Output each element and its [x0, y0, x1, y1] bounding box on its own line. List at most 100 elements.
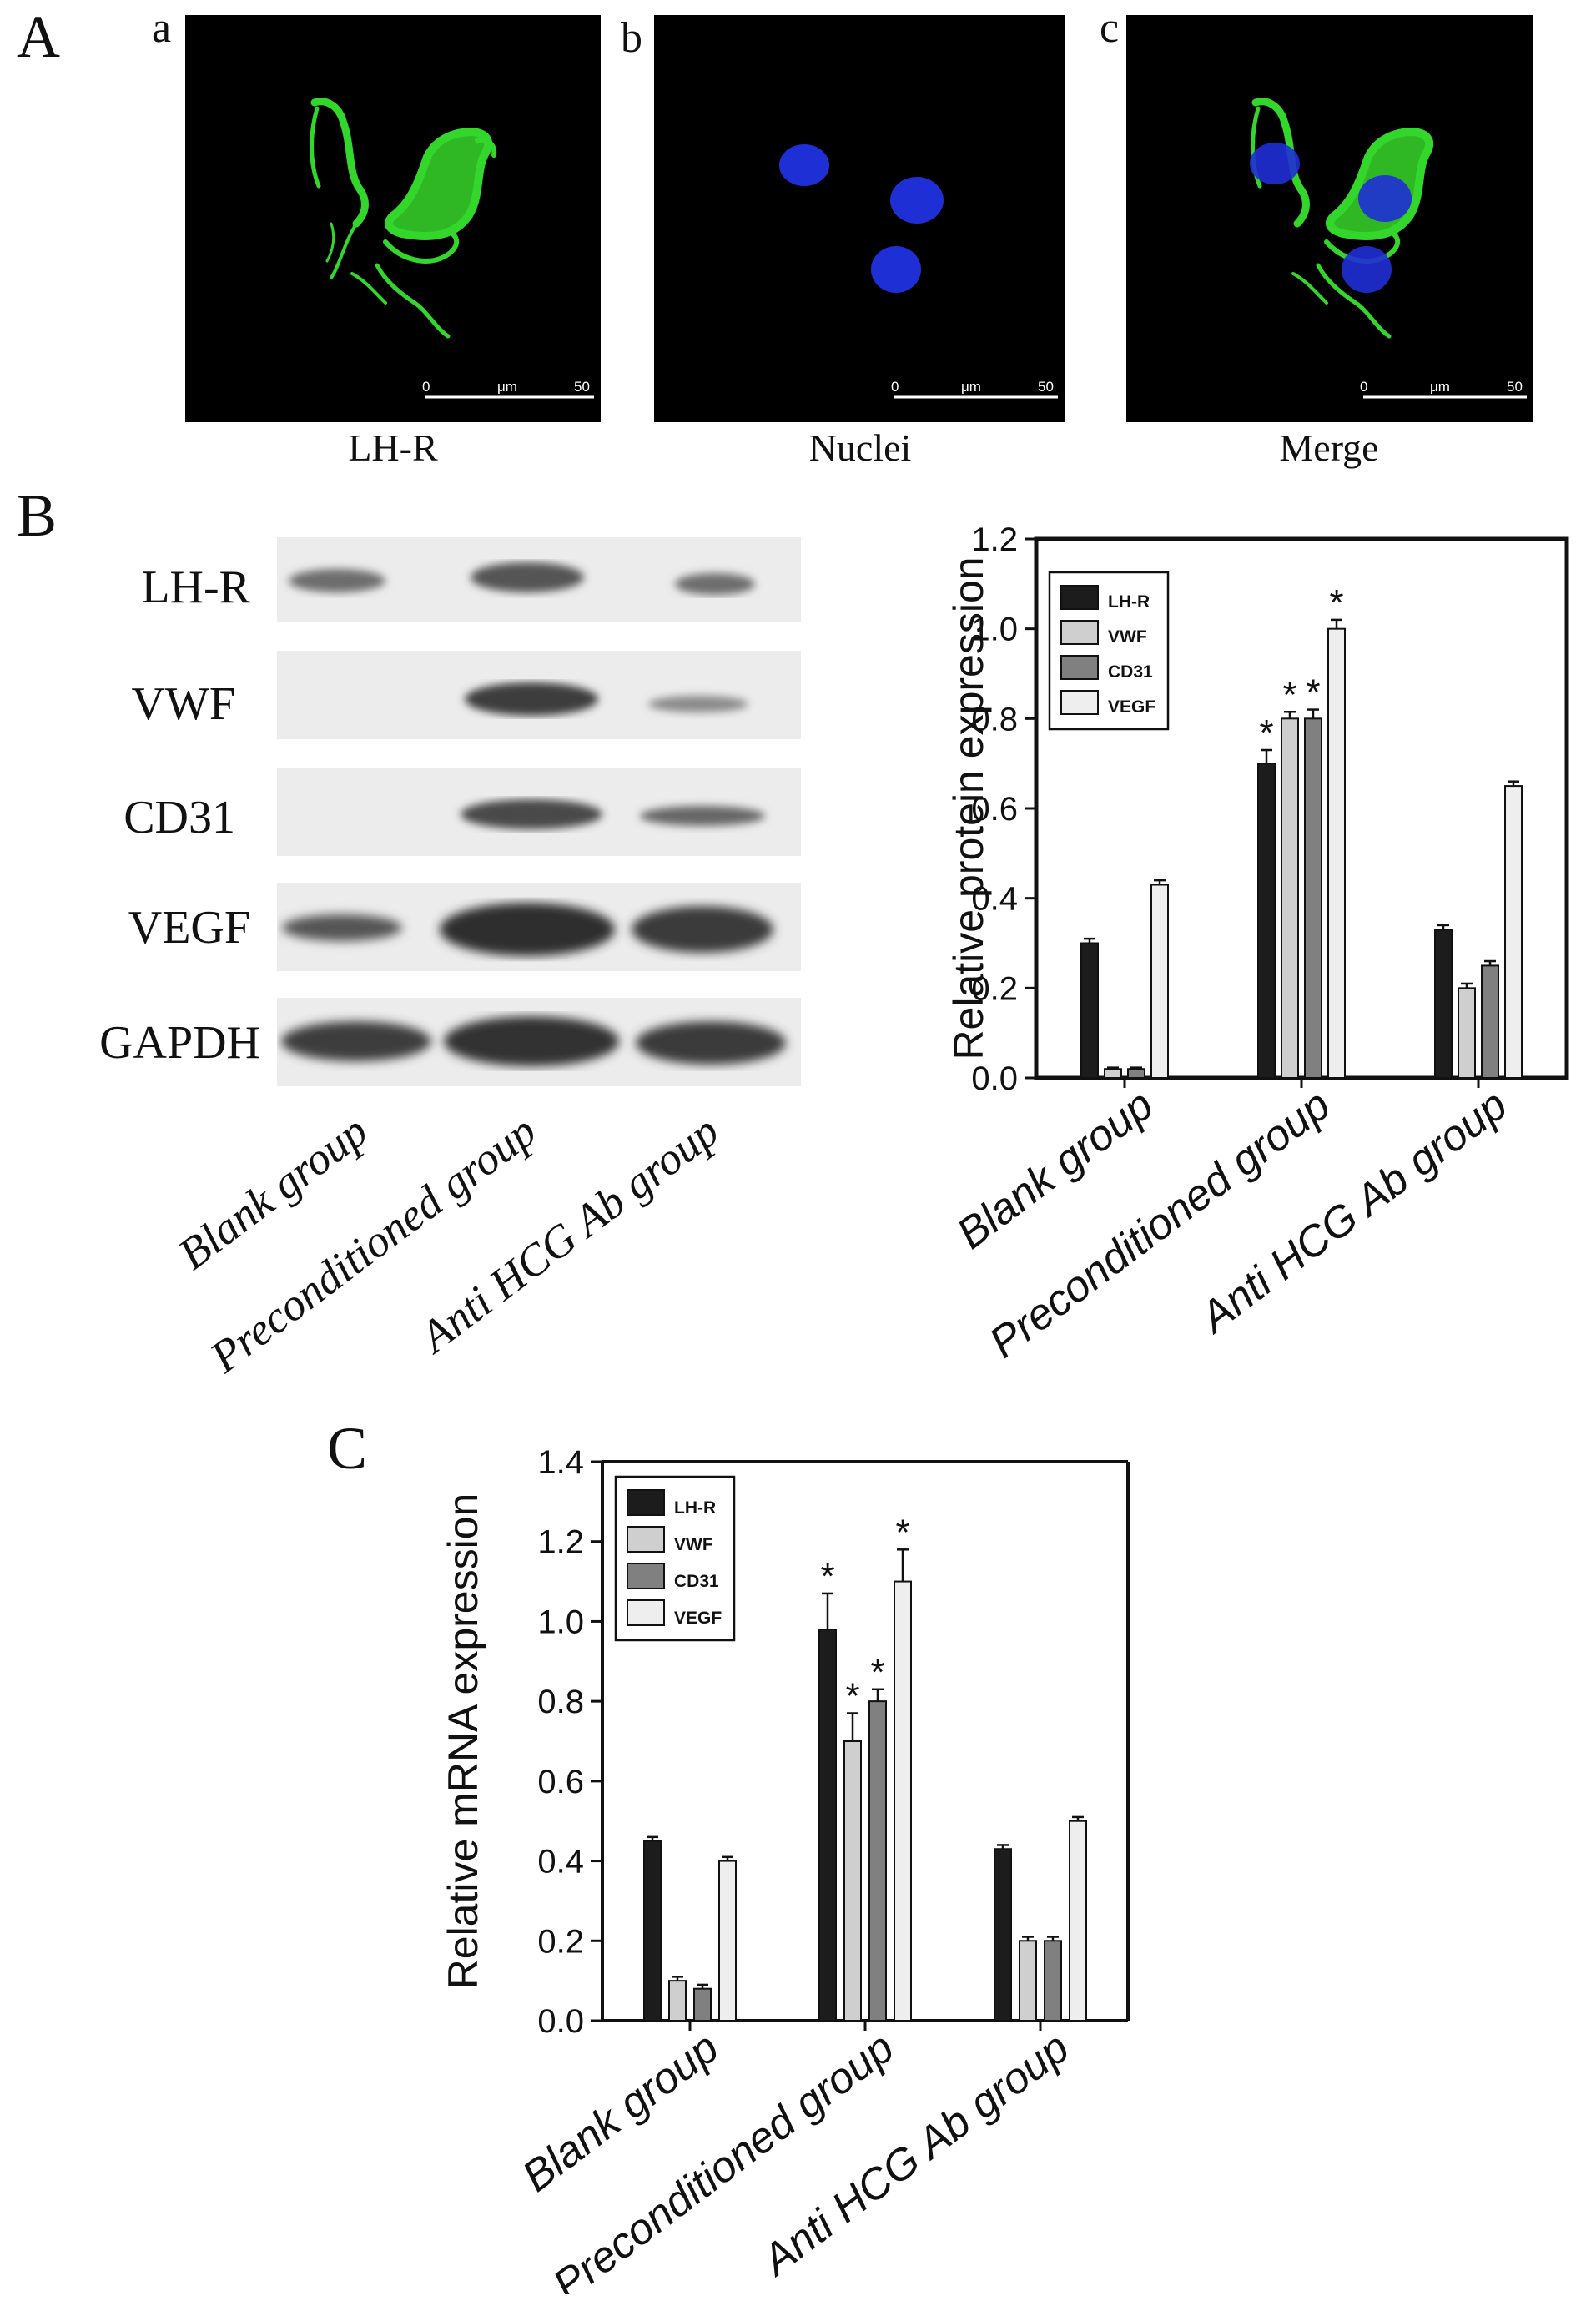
bar-lh-r-blank-group [643, 1840, 662, 2022]
bar-vegf-anti-hcg-ab-group [1069, 1820, 1087, 2022]
caption-nuclei: Nuclei [808, 426, 912, 469]
x-category-preconditioned-group: Preconditioned group [981, 1080, 1340, 1367]
bar-lh-r-preconditioned-group [1257, 763, 1276, 1079]
blot-label-vegf: VEGF [128, 902, 250, 954]
scale-bar-start: 0 [422, 379, 430, 395]
y-tick-label: 0.4 [537, 1844, 584, 1881]
significance-mark: * [1259, 712, 1273, 753]
bar-cd31-anti-hcg-ab-group [1481, 964, 1499, 1080]
mrna-expression-chart: 0.0 0.2 0.4 0.6 0.8 1.0 1.2 1.4 Relative mRNA ex… [440, 1444, 1130, 2294]
bar-vegf-anti-hcg-ab-group [1504, 785, 1523, 1079]
nuclei-fluorescence-image: 0 μm 50 [779, 144, 1058, 399]
y-tick-label: 0.6 [971, 791, 1018, 828]
micrograph-lhr: 0 μm 50 [185, 15, 601, 422]
y-tick-label: 1.0 [971, 612, 1018, 648]
bar-cd31-preconditioned-group [868, 1700, 887, 2022]
bar-lh-r-anti-hcg-ab-group [994, 1848, 1012, 2022]
legend-label-lh-r: LH-R [1108, 592, 1150, 612]
bar-vwf-blank-group [1104, 1068, 1122, 1080]
significance-mark: * [1282, 674, 1296, 715]
y-tick-label: 1.4 [537, 1444, 584, 1481]
subpanel-letter-a: a [152, 4, 172, 52]
legend-swatch-vegf [1060, 690, 1099, 715]
bar-cd31-preconditioned-group [1304, 717, 1322, 1079]
legend-swatch-vwf [627, 1526, 665, 1553]
caption-merge: Merge [1279, 426, 1379, 469]
scale-bar-end: 50 [1038, 379, 1054, 395]
bar-cd31-anti-hcg-ab-group [1044, 1940, 1062, 2022]
blot-strip-vwf [277, 651, 801, 739]
bar-vegf-blank-group [718, 1860, 737, 2022]
subpanel-letter-b: b [621, 14, 642, 62]
panel-label-c: C [327, 1415, 368, 1482]
y-tick-label: 1.0 [537, 1604, 584, 1640]
bar-lh-r-preconditioned-group [818, 1629, 837, 2022]
y-tick-label: 0.2 [537, 1923, 584, 1960]
y-tick-label: 0.6 [537, 1764, 584, 1800]
x-category-anti-hcg-ab-group: Anti HCG Ab group [752, 2023, 1078, 2286]
significance-mark: * [895, 1512, 909, 1553]
panel-label-b: B [17, 482, 58, 549]
significance-mark: * [820, 1556, 834, 1597]
y-tick-label: 0.4 [971, 881, 1018, 918]
blot-label-lhr: LH-R [141, 561, 250, 613]
bar-lh-r-anti-hcg-ab-group [1434, 929, 1453, 1079]
y-tick-label: 1.2 [971, 521, 1018, 558]
scale-bar-end: 50 [1507, 379, 1523, 395]
bar-vwf-preconditioned-group [1281, 717, 1299, 1079]
scale-bar-unit: μm [1430, 379, 1450, 395]
micrograph-nuclei: 0 μm 50 [654, 15, 1065, 422]
bar-vegf-preconditioned-group [1327, 627, 1346, 1079]
scale-bar-unit: μm [497, 379, 517, 395]
bar-vegf-blank-group [1150, 884, 1169, 1079]
y-tick-label: 0.8 [971, 701, 1018, 738]
blot-label-cd31: CD31 [123, 792, 235, 843]
blot-strip-cd31 [277, 768, 801, 856]
legend-label-vwf: VWF [674, 1535, 713, 1554]
bar-vwf-preconditioned-group [843, 1740, 862, 2022]
lhr-fluorescence-image: 0 μm 50 [310, 98, 594, 399]
micrograph-merge: 0 μm 50 [1126, 15, 1533, 422]
legend-swatch-lh-r [1060, 585, 1099, 610]
y-tick-label: 1.2 [537, 1524, 584, 1561]
panel-label-a: A [17, 3, 60, 70]
blot-strip-lhr [277, 537, 801, 622]
legend-label-vwf: VWF [1108, 627, 1147, 647]
legend-label-cd31: CD31 [1108, 662, 1153, 682]
y-tick-label: 0.0 [537, 2003, 584, 2040]
blot-group-antihcg: Anti HCG Ab group [411, 1105, 729, 1362]
scale-bar-unit: μm [961, 379, 981, 395]
bar-cd31-blank-group [693, 1987, 712, 2022]
scale-bar-start: 0 [891, 379, 899, 395]
legend-label-lh-r: LH-R [674, 1498, 716, 1518]
y-tick-label: 0.8 [537, 1684, 584, 1720]
y-axis-label: Relative protein expression [945, 556, 992, 1060]
bar-cd31-blank-group [1127, 1068, 1145, 1080]
caption-lhr: LH-R [348, 426, 438, 469]
legend-swatch-cd31 [627, 1563, 665, 1589]
legend-swatch-cd31 [1060, 655, 1099, 680]
blot-label-gapdh: GAPDH [99, 1017, 260, 1069]
legend-swatch-lh-r [627, 1489, 665, 1516]
scale-bar-end: 50 [574, 379, 590, 395]
blot-strip-vegf [277, 883, 801, 971]
legend-swatch-vegf [627, 1599, 665, 1626]
legend-label-vegf: VEGF [1108, 697, 1155, 717]
bar-vwf-anti-hcg-ab-group [1019, 1940, 1037, 2022]
y-tick-label: 0.2 [971, 970, 1018, 1007]
y-axis-label: Relative mRNA expression [440, 1493, 486, 1990]
legend-label-cd31: CD31 [674, 1572, 719, 1591]
significance-mark: * [1329, 582, 1343, 623]
x-category-anti-hcg-ab-group: Anti HCG Ab group [1190, 1080, 1516, 1343]
significance-mark: * [1306, 672, 1320, 713]
bar-vegf-preconditioned-group [894, 1580, 912, 2022]
scale-bar-start: 0 [1360, 379, 1367, 395]
bar-vwf-anti-hcg-ab-group [1458, 987, 1476, 1079]
merge-fluorescence-image: 0 μm 50 [1250, 98, 1527, 399]
legend-label-vegf: VEGF [674, 1609, 722, 1628]
significance-mark: * [845, 1676, 859, 1717]
blot-label-vwf: VWF [131, 678, 235, 730]
legend-swatch-vwf [1060, 620, 1099, 645]
bar-vwf-blank-group [668, 1980, 687, 2022]
